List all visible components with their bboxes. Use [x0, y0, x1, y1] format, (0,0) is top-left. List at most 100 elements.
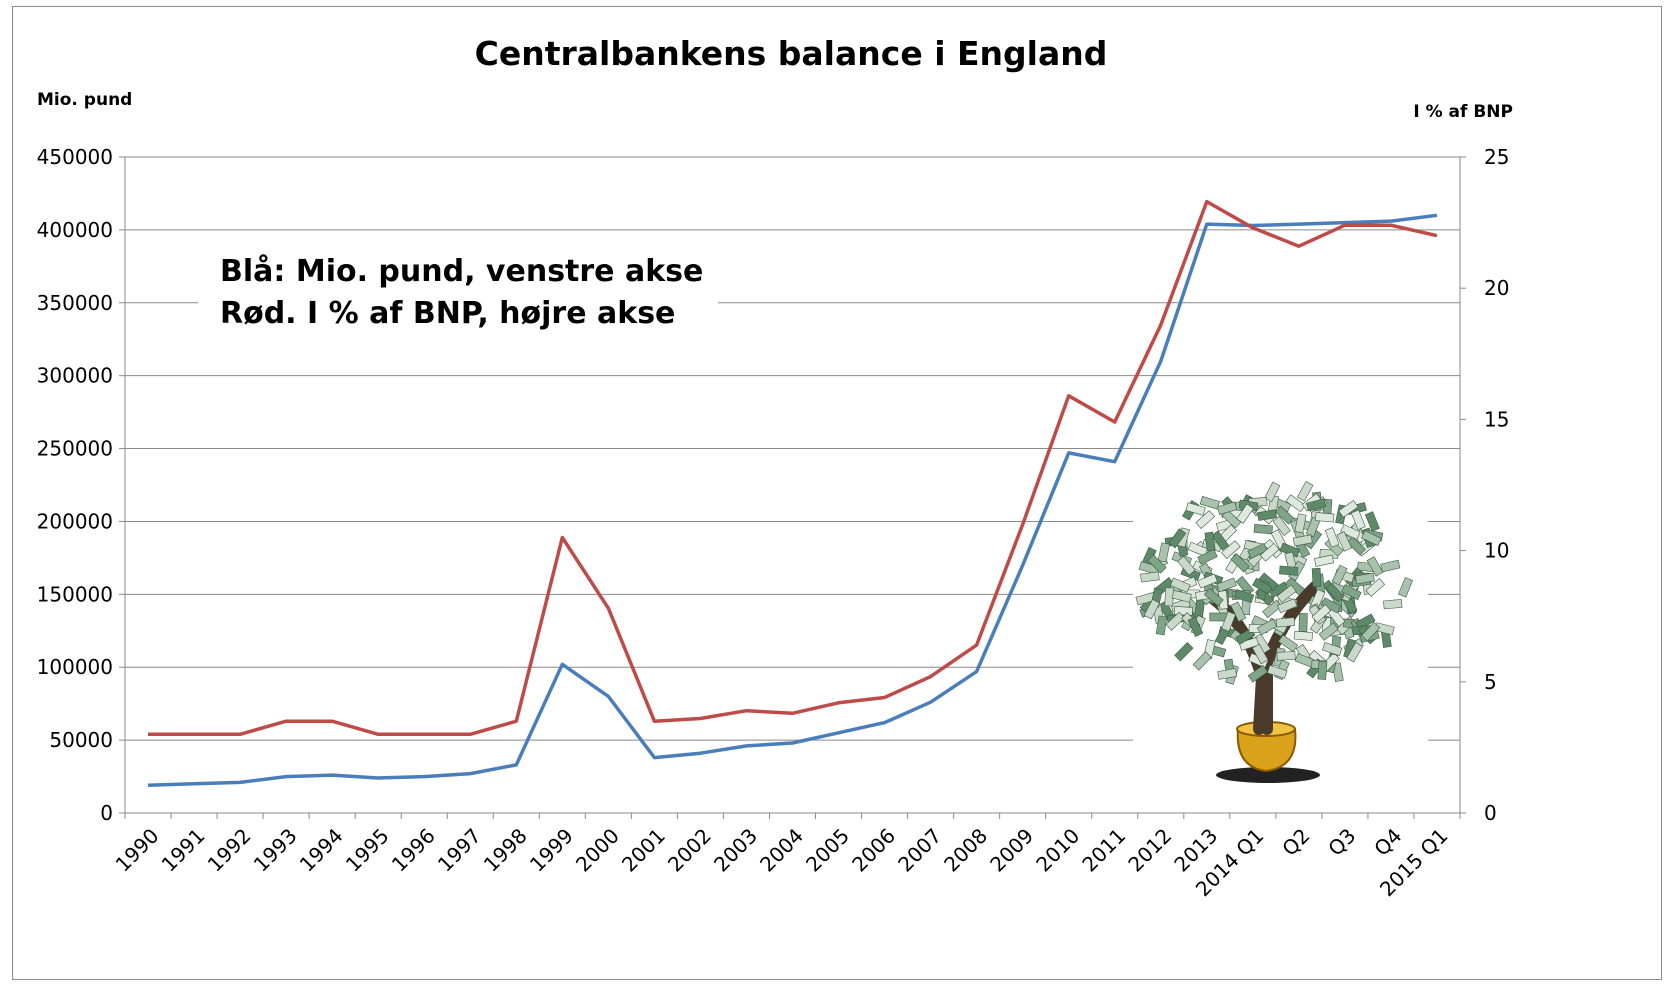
x-tick-label: 1997	[433, 824, 486, 877]
left-tick-label: 450000	[37, 145, 113, 169]
left-tick-label: 350000	[37, 291, 113, 315]
money-leaf	[1298, 613, 1308, 632]
x-axis-ticks: 1990199119921993199419951996199719981999…	[111, 813, 1461, 901]
money-leaf	[1247, 542, 1268, 559]
money-leaf	[1170, 577, 1191, 593]
money-leaf	[1247, 664, 1268, 683]
money-leaf	[1340, 524, 1361, 540]
money-leaf	[1383, 599, 1403, 610]
money-leaf	[1380, 559, 1401, 573]
right-axis-label: I % af BNP	[1413, 102, 1513, 122]
money-leaf	[1341, 584, 1362, 601]
money-leaf	[1324, 527, 1340, 548]
money-leaf	[1197, 573, 1218, 589]
money-leaf	[1217, 668, 1238, 680]
left-tick-label: 100000	[37, 655, 113, 679]
x-tick-label: 1999	[525, 824, 578, 877]
chart-frame: 0 50000 100000 150000 200000 250000 300000 3500…	[12, 6, 1662, 980]
money-leaf	[1366, 556, 1384, 577]
money-leaf	[1365, 578, 1386, 597]
money-leaf	[1204, 531, 1216, 552]
money-leaf	[1192, 651, 1212, 671]
money-leaf	[1177, 555, 1196, 576]
money-leaf	[1350, 509, 1366, 531]
money-leaf	[1253, 524, 1273, 535]
right-tick-label: 25	[1484, 145, 1509, 169]
money-leaf	[1361, 621, 1381, 642]
money-leaf	[1155, 615, 1168, 636]
money-leaf	[1276, 651, 1296, 661]
money-leaf	[1276, 584, 1297, 603]
left-tick-label: 200000	[37, 509, 113, 533]
money-leaf	[1187, 541, 1209, 557]
chart-svg: 0 50000 100000 150000 200000 250000 300000 3500…	[37, 34, 1513, 901]
annotation-line-red: Rød. I % af BNP, højre akse	[220, 296, 675, 331]
x-tick-label: Q3	[1323, 824, 1360, 861]
right-axis-ticks: 0 5 10 15 20 25	[1460, 145, 1509, 825]
x-tick-label: 1996	[387, 824, 440, 877]
money-leaf	[1238, 637, 1260, 651]
x-tick-label: 1993	[249, 824, 302, 877]
left-tick-label: 0	[100, 801, 113, 825]
axes	[124, 157, 1461, 814]
money-leaf	[1331, 564, 1348, 586]
x-tick-label: 1994	[295, 824, 348, 877]
x-tick-label: 2012	[1123, 824, 1176, 877]
money-leaf	[1336, 531, 1353, 552]
money-leaf	[1325, 582, 1345, 603]
money-leaf	[1203, 587, 1224, 607]
money-leaf	[1195, 510, 1215, 529]
money-leaf	[1259, 542, 1280, 562]
money-leaf	[1233, 589, 1255, 604]
money-leaf	[1277, 598, 1298, 614]
money-leaf	[1216, 577, 1237, 593]
right-tick-label: 5	[1484, 670, 1497, 694]
left-tick-label: 150000	[37, 582, 113, 606]
left-tick-label: 250000	[37, 437, 113, 461]
money-leaf	[1296, 480, 1314, 502]
money-leaf	[1262, 599, 1283, 619]
right-tick-label: 20	[1484, 276, 1509, 300]
money-leaf	[1355, 572, 1375, 585]
money-leaf	[1272, 515, 1291, 536]
money-leaf	[1275, 617, 1296, 628]
left-tick-label: 50000	[49, 728, 113, 752]
chart-title: Centralbankens balance i England	[475, 34, 1108, 73]
x-tick-label: 1991	[157, 824, 210, 877]
money-leaf	[1279, 565, 1299, 576]
money-leaves	[1135, 480, 1414, 685]
money-leaf	[1346, 536, 1366, 556]
x-tick-label: 2004	[755, 824, 808, 877]
money-leaf	[1171, 589, 1192, 603]
x-tick-label: 2000	[571, 824, 624, 877]
right-tick-label: 0	[1484, 801, 1497, 825]
series-line-blue	[147, 213, 1438, 788]
money-leaf	[1221, 540, 1241, 559]
x-tick-label: 2002	[663, 824, 716, 877]
money-leaf	[1185, 502, 1206, 516]
money-leaf	[1174, 642, 1194, 662]
money-leaf	[1277, 634, 1299, 653]
money-leaf	[1346, 642, 1364, 663]
money-tree-icon	[1133, 477, 1428, 797]
money-leaf	[1311, 604, 1332, 624]
x-tick-label: Q4	[1369, 824, 1406, 861]
money-leaf	[1315, 512, 1335, 523]
money-leaf	[1267, 664, 1288, 679]
money-leaf	[1143, 598, 1161, 620]
money-leaf	[1187, 616, 1204, 637]
money-leaf	[1355, 613, 1376, 631]
money-leaf	[1292, 534, 1313, 547]
annotation-box	[198, 237, 718, 347]
money-leaf	[1230, 553, 1250, 573]
x-tick-label: 2001	[617, 824, 670, 877]
x-tick-label: 2010	[1031, 824, 1084, 877]
money-leaf	[1257, 509, 1277, 521]
money-leaf	[1293, 630, 1313, 641]
money-leaf	[1147, 554, 1167, 574]
money-leaf	[1230, 601, 1247, 622]
series-line-red	[148, 199, 1438, 737]
left-tick-label: 400000	[37, 218, 113, 242]
money-leaf	[1211, 530, 1230, 551]
money-leaf	[1165, 611, 1186, 631]
